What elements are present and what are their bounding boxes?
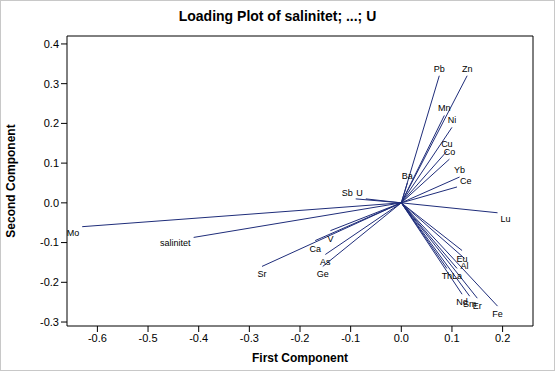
svg-text:Eu: Eu [456,253,468,264]
svg-text:0.1: 0.1 [444,332,459,344]
svg-text:0.4: 0.4 [44,38,59,50]
svg-text:-0.4: -0.4 [189,332,208,344]
svg-text:Sb: Sb [342,188,353,198]
svg-text:-0.1: -0.1 [341,332,360,344]
svg-text:Lu: Lu [501,214,511,224]
svg-text:-0.1: -0.1 [40,236,59,248]
svg-text:-0.6: -0.6 [88,332,107,344]
svg-text:Fe: Fe [492,309,503,319]
svg-text:Mo: Mo [67,228,80,238]
svg-text:Cu: Cu [441,139,453,150]
svg-text:0.2: 0.2 [44,117,59,129]
svg-text:0.0: 0.0 [44,197,59,209]
svg-text:Pb: Pb [434,64,445,74]
svg-text:Th: Th [442,271,453,281]
svg-text:La: La [452,271,462,281]
svg-text:Co: Co [444,147,456,157]
svg-text:-0.2: -0.2 [40,276,59,288]
svg-text:As: As [320,257,331,267]
html-text:Loading Plot of salinitet; ...: Loading Plot of salinitet; ...; U [178,8,377,24]
svg-text:salinitet: salinitet [160,238,191,248]
svg-text:Yb: Yb [454,165,465,175]
svg-text:U: U [356,188,363,198]
svg-text:Zn: Zn [462,64,473,74]
svg-text:Ni: Ni [448,115,457,125]
svg-text:0.2: 0.2 [495,332,510,344]
svg-text:Ba: Ba [402,171,413,181]
svg-text:0.1: 0.1 [44,157,59,169]
svg-text:0.3: 0.3 [44,78,59,90]
svg-text:-0.3: -0.3 [40,316,59,328]
svg-text:First Component: First Component [252,351,348,365]
svg-text:Sm: Sm [462,299,477,310]
svg-text:0.0: 0.0 [394,332,409,344]
svg-text:V: V [327,234,333,244]
svg-text:Er: Er [473,301,482,311]
svg-text:Mn: Mn [438,103,451,113]
svg-text:Ce: Ce [460,176,472,186]
svg-text:-0.3: -0.3 [240,332,259,344]
svg-text:-0.2: -0.2 [291,332,310,344]
svg-text:Second Component: Second Component [8,124,18,237]
svg-text:Ca: Ca [309,244,321,254]
svg-text:Al: Al [461,261,469,271]
svg-text:Sr: Sr [258,269,267,279]
svg-text:Ge: Ge [317,269,329,279]
svg-text:-0.5: -0.5 [139,332,158,344]
